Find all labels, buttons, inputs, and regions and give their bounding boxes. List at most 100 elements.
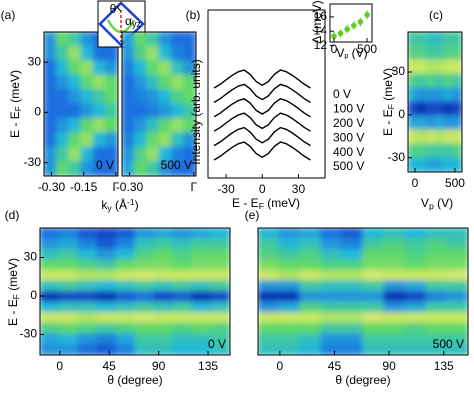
heatmap-cell <box>258 269 280 282</box>
plot-frame <box>407 31 463 173</box>
heatmap-cell <box>105 161 118 176</box>
heatmap-cell <box>258 248 280 261</box>
heatmap-cell <box>172 333 193 345</box>
heatmap-cell <box>408 115 418 131</box>
heatmap-cell <box>452 45 462 61</box>
heatmap-cell <box>96 312 117 324</box>
heatmap-cell <box>115 343 136 355</box>
heatmap-cell <box>210 280 230 292</box>
inset-label-part: α <box>125 14 132 28</box>
heatmap-cell <box>133 161 148 176</box>
heatmap-cell <box>425 269 448 282</box>
axis-label-part: p <box>429 201 434 211</box>
heatmap-cell <box>443 157 454 172</box>
heatmap-cell <box>404 259 427 271</box>
axis-label: ky (Å-1) <box>101 197 138 213</box>
heatmap-cell <box>362 238 385 250</box>
axis-label-part: (meV) <box>264 196 300 210</box>
heatmap-cell <box>115 228 136 240</box>
heatmap-cell <box>55 74 70 91</box>
panel-label: (d) <box>5 208 20 222</box>
heatmap-cell <box>122 103 135 119</box>
heatmap-cell <box>58 333 79 345</box>
heatmap-cell <box>362 322 385 335</box>
heatmap-cell <box>172 259 193 271</box>
heatmap-cell <box>210 259 230 271</box>
heatmap-cell <box>122 161 135 176</box>
heatmap-cell <box>146 89 160 105</box>
heatmap-cell <box>446 248 468 261</box>
x-tick-label: -0.30 <box>38 180 66 194</box>
heatmap-cell <box>40 228 60 240</box>
heatmap-cell <box>434 101 445 117</box>
y-tick-label: 16 <box>314 9 328 23</box>
heatmap-cell <box>299 259 322 271</box>
heatmap-cell <box>446 269 468 282</box>
axis-label: E - EF (meV) <box>381 68 396 136</box>
heatmap-cell <box>105 103 118 119</box>
heatmap-cell <box>425 333 448 345</box>
axis-label-part: -1 <box>127 197 135 207</box>
heatmap-cell <box>278 333 301 345</box>
heatmap-cell <box>408 45 418 61</box>
heatmap-cell <box>299 228 322 240</box>
axis-label-part: E - E <box>381 109 395 136</box>
annotation: 500 V <box>161 158 192 172</box>
heatmap-cell <box>341 312 364 324</box>
y-tick-label: 14 <box>314 23 328 37</box>
heatmap-cell <box>122 45 135 62</box>
inset-label-part: yz <box>132 19 142 29</box>
y-tick-label: -30 <box>388 150 406 164</box>
heatmap-cell <box>58 291 79 303</box>
heatmap-cell <box>383 333 406 345</box>
heatmap-cell <box>425 291 448 303</box>
edc-curve <box>213 98 311 118</box>
plot-frame <box>43 31 119 177</box>
heatmap-cell <box>115 333 136 345</box>
heatmap-cell <box>425 238 448 250</box>
heatmap-cell <box>383 343 406 355</box>
heatmap-cell <box>320 322 343 335</box>
heatmap-cell <box>55 117 70 134</box>
heatmap-cell <box>183 132 196 148</box>
heatmap-cell <box>452 101 462 117</box>
point <box>344 26 350 32</box>
heatmap-cell <box>434 59 445 75</box>
heatmap-cell <box>404 291 427 303</box>
heatmap-cell <box>320 238 343 250</box>
heatmap-cell <box>425 115 436 131</box>
heatmap-cell <box>134 333 155 345</box>
heatmap-cell <box>40 343 60 355</box>
heatmap-cell <box>146 74 160 91</box>
axis-label-part: F <box>13 106 23 111</box>
heatmap-cell <box>77 343 98 355</box>
heatmap-cell <box>58 322 79 335</box>
heatmap-cell <box>172 269 193 282</box>
heatmap-cell <box>134 291 155 303</box>
heatmap-cell <box>341 280 364 292</box>
heatmap-cell <box>278 312 301 324</box>
heatmap-cell <box>105 117 118 134</box>
heatmap-cell <box>133 74 148 91</box>
heatmap-cell <box>115 259 136 271</box>
heatmap-cell <box>258 301 280 314</box>
heatmap-cell <box>68 161 82 176</box>
heatmap-cell <box>133 146 148 163</box>
heatmap-cell <box>408 143 418 159</box>
heatmap-cell <box>408 101 418 117</box>
heatmap-cell <box>77 280 98 292</box>
heatmap-cell <box>170 74 185 91</box>
plot-frame <box>257 227 469 356</box>
heatmap-cell <box>170 132 185 148</box>
heatmap-cell <box>122 74 135 91</box>
axis-label-part: Intensity (arb. units) <box>189 59 203 164</box>
heatmap-cell <box>278 238 301 250</box>
heatmap-cell <box>105 132 118 148</box>
heatmap-cell <box>183 60 196 76</box>
heatmap-cell <box>172 248 193 261</box>
heatmap-cell <box>80 146 94 163</box>
axis-label: E - EF (meV) <box>8 70 23 138</box>
heatmap-cell <box>146 161 160 176</box>
heatmap-cell <box>299 322 322 335</box>
axis-label-part: k <box>101 198 108 212</box>
